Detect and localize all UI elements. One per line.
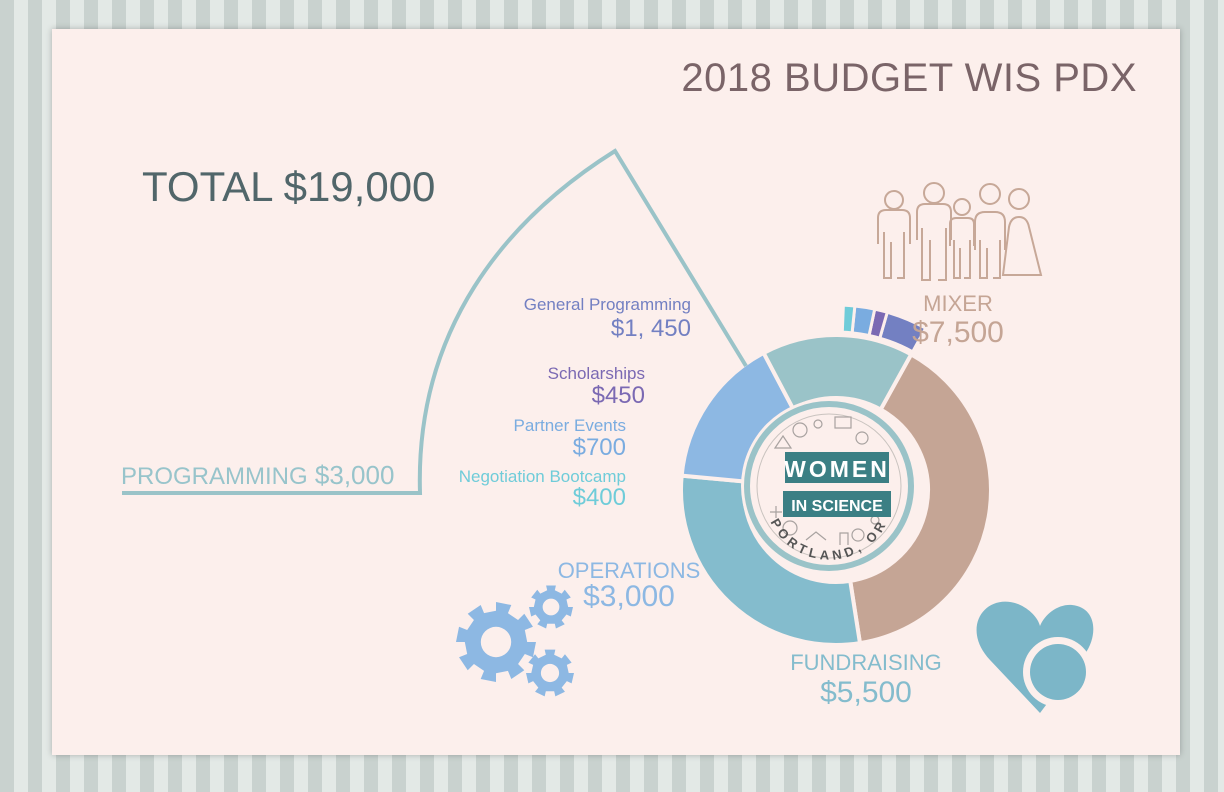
- total-label: TOTAL $19,000: [142, 163, 436, 210]
- general-programming-name: General Programming: [523, 295, 691, 314]
- mixer-amount: $7,500: [912, 316, 1004, 349]
- logo-banner-women: [785, 452, 889, 483]
- partner-events-amount: $700: [572, 434, 626, 461]
- partner-events-name: Partner Events: [513, 416, 626, 435]
- operations-amount: $3,000: [583, 580, 675, 613]
- gear-icon: [526, 649, 574, 697]
- general-programming-amount: $1, 450: [610, 315, 691, 342]
- gears-icon: [456, 585, 574, 697]
- fundraising-name: FUNDRAISING: [790, 650, 942, 675]
- logo-text-women: WOMEN: [784, 456, 890, 482]
- negotiation-bootcamp-name: Negotiation Bootcamp: [458, 467, 626, 486]
- scholarships-name: Scholarships: [547, 364, 645, 383]
- gear-icon: [456, 602, 536, 682]
- fundraising-amount: $5,500: [820, 676, 912, 709]
- logo-banner-science: [783, 491, 891, 517]
- logo-ring: [744, 401, 914, 571]
- slice-mixer: [847, 351, 993, 646]
- operations-name: OPERATIONS: [557, 558, 701, 583]
- programming-name: PROGRAMMING: [121, 463, 308, 490]
- programming-breakdown-arc: [840, 303, 928, 354]
- gear-icon: [529, 585, 573, 629]
- logo-inner-ring: [756, 413, 902, 559]
- programming-callout-shape: [122, 148, 748, 495]
- subslice-negotiation-bootcamp: [840, 303, 857, 335]
- subslice-general-programming: [877, 310, 928, 354]
- women-in-science-logo: WOMEN IN SCIENCE PORTLAND, OR: [741, 398, 917, 574]
- people-icon: [877, 182, 1043, 281]
- programming-label: PROGRAMMING $3,000: [121, 462, 394, 489]
- mixer-name: MIXER: [923, 291, 993, 316]
- logo-backdrop: [741, 398, 917, 574]
- scholarships-amount: $450: [591, 382, 645, 409]
- negotiation-bootcamp-amount: $400: [572, 484, 626, 511]
- programming-amount: $3,000: [314, 460, 395, 490]
- slice-fundraising: [679, 473, 863, 647]
- page-title: 2018 BUDGET WIS PDX: [681, 56, 1137, 100]
- heart-icon: [976, 601, 1094, 713]
- main-donut: [679, 333, 993, 647]
- logo-text-science: IN SCIENCE: [791, 498, 883, 515]
